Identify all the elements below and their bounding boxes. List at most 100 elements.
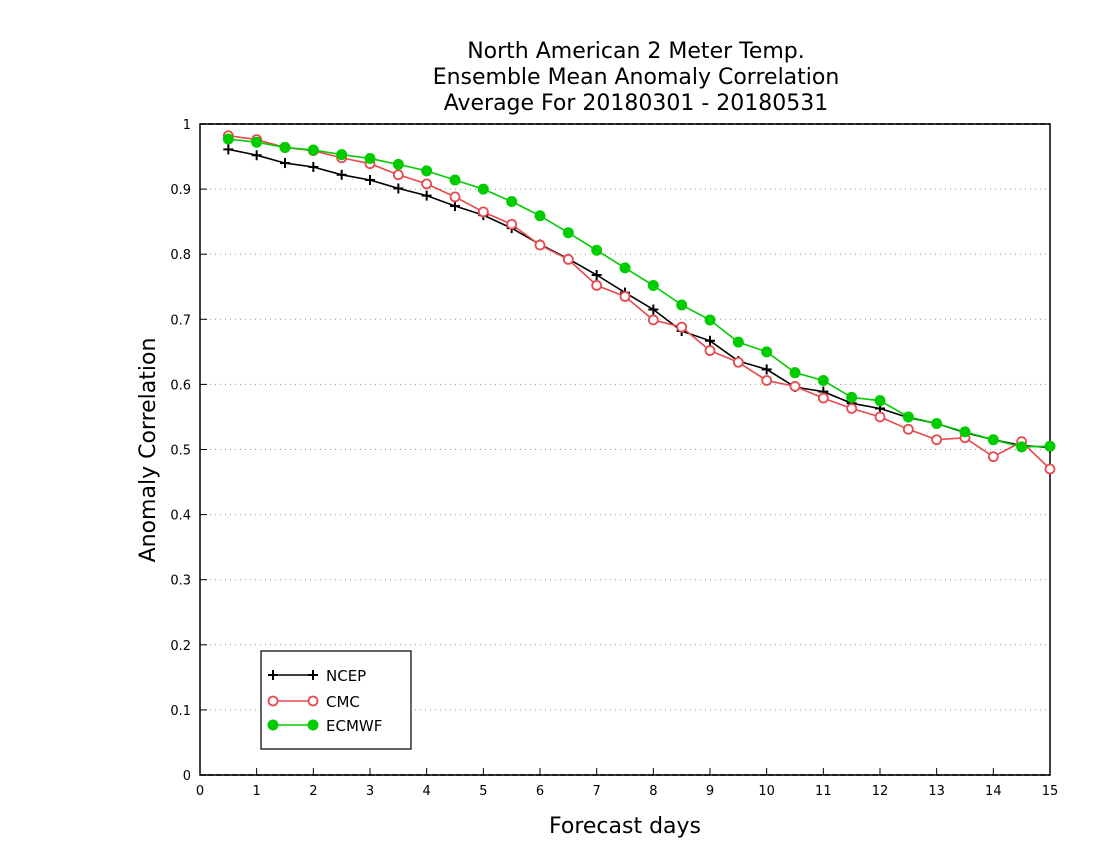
point-ncep-5 (365, 174, 375, 185)
x-tick-label-5: 5 (479, 784, 487, 799)
x-tick-label-6: 6 (536, 784, 544, 799)
y-tick-label-0: 0 (183, 769, 191, 784)
point-ecmwf-23 (874, 395, 886, 407)
axes: 0 1 2 3 4 5 6 7 8 9 10 11 12 13 14 1500.10.20.30.40.50.… (136, 118, 1058, 839)
series-ecmwf (222, 133, 1056, 453)
legend-label-ecmwf: ECMWF (326, 717, 382, 735)
legend-label-ncep: NCEP (326, 667, 366, 685)
point-ecmwf-0 (222, 133, 234, 145)
point-ecmwf-10 (506, 195, 518, 207)
point-ecmwf-11 (534, 210, 546, 222)
point-ecmwf-24 (902, 411, 914, 423)
chart-title-line-1: North American 2 Meter Temp. (467, 39, 805, 64)
x-tick-label-4: 4 (423, 784, 431, 799)
x-tick-label-7: 7 (593, 784, 601, 799)
series-line-ecmwf (228, 138, 1051, 448)
y-tick-label-0.8: 0.8 (170, 248, 191, 263)
point-ncep-15 (648, 304, 659, 315)
series-line-ncep (228, 148, 1051, 449)
x-tick-label-13: 13 (928, 784, 945, 799)
point-cmc-21 (817, 392, 829, 404)
x-tick-label-9: 9 (706, 784, 714, 799)
point-cmc-13 (591, 280, 603, 291)
y-tick-label-0.2: 0.2 (170, 639, 191, 654)
y-tick-label-0.6: 0.6 (170, 378, 191, 393)
point-ecmwf-2 (279, 141, 291, 153)
y-tick-label-0.3: 0.3 (170, 574, 191, 589)
point-ecmwf-16 (676, 299, 688, 311)
y-tick-label-0.5: 0.5 (170, 444, 191, 459)
legend-label-cmc: CMC (326, 693, 360, 711)
point-cmc-25 (931, 434, 943, 446)
x-tick-label-2: 2 (309, 784, 317, 799)
point-ecmwf-17 (704, 314, 716, 326)
point-ncep-8 (450, 201, 460, 212)
point-cmc-12 (562, 254, 574, 265)
x-tick-label-8: 8 (649, 784, 657, 799)
legend-marker-ecmwf-start (267, 719, 279, 731)
point-ncep-19 (761, 364, 772, 375)
point-cmc-15 (647, 314, 659, 326)
point-ecmwf-1 (251, 136, 263, 148)
legend-marker-ncep-start (268, 670, 278, 680)
point-ecmwf-25 (931, 417, 943, 429)
point-ecmwf-3 (307, 144, 319, 156)
point-ncep-3 (308, 161, 319, 172)
series-line-cmc (228, 134, 1051, 470)
series (222, 130, 1056, 475)
point-ecmwf-22 (846, 391, 858, 403)
point-cmc-14 (619, 291, 631, 302)
point-cmc-6 (392, 169, 404, 181)
point-cmc-16 (676, 321, 688, 333)
point-ncep-7 (421, 190, 432, 201)
point-cmc-17 (704, 345, 716, 356)
point-cmc-29 (1044, 463, 1056, 475)
legend-marker-ncep-end (308, 670, 318, 680)
point-cmc-22 (846, 403, 858, 414)
point-ecmwf-29 (1044, 440, 1056, 452)
point-ncep-0 (223, 144, 234, 155)
x-tick-label-0: 0 (196, 784, 204, 799)
point-ecmwf-8 (449, 174, 461, 186)
point-cmc-10 (506, 218, 518, 230)
point-cmc-9 (477, 206, 489, 218)
x-tick-label-1: 1 (253, 784, 261, 799)
legend-marker-ecmwf-end (307, 719, 319, 731)
point-ecmwf-28 (1016, 441, 1028, 453)
point-cmc-11 (534, 239, 546, 251)
x-tick-label-10: 10 (758, 784, 775, 799)
chart-title-line-3: Average For 20180301 - 20180531 (444, 91, 829, 116)
y-tick-label-0.7: 0.7 (170, 313, 191, 328)
legend-marker-cmc-end (307, 695, 319, 707)
x-tick-label-15: 15 (1042, 784, 1059, 799)
y-tick-label-0.4: 0.4 (170, 509, 191, 524)
point-cmc-23 (874, 411, 886, 423)
y-tick-label-0.1: 0.1 (170, 704, 191, 719)
point-ncep-2 (280, 158, 290, 169)
legend: NCEP CMC ECMWF (260, 650, 412, 750)
point-ecmwf-19 (761, 346, 773, 358)
point-ncep-1 (251, 150, 262, 161)
grid (200, 188, 1050, 711)
point-ncep-13 (591, 270, 602, 281)
point-ecmwf-18 (732, 336, 744, 348)
y-tick-label-0.9: 0.9 (170, 183, 191, 198)
point-ecmwf-5 (364, 153, 376, 165)
x-tick-label-14: 14 (985, 784, 1002, 799)
point-ecmwf-26 (959, 426, 971, 438)
point-ecmwf-4 (336, 149, 348, 161)
chart-title-line-2: Ensemble Mean Anomaly Correlation (433, 65, 840, 90)
point-ecmwf-12 (562, 227, 574, 239)
point-cmc-18 (732, 356, 744, 368)
legend-marker-cmc-start (267, 695, 279, 707)
point-ecmwf-21 (817, 374, 829, 386)
chart-title: North American 2 Meter Temp.Ensemble Mea… (433, 39, 840, 116)
point-ecmwf-13 (591, 244, 603, 256)
point-ecmwf-14 (619, 262, 631, 274)
x-axis-label: Forecast days (549, 814, 701, 839)
x-tick-label-12: 12 (872, 784, 889, 799)
x-tick-label-11: 11 (815, 784, 832, 799)
point-ecmwf-15 (647, 279, 659, 291)
point-ecmwf-6 (392, 158, 404, 170)
